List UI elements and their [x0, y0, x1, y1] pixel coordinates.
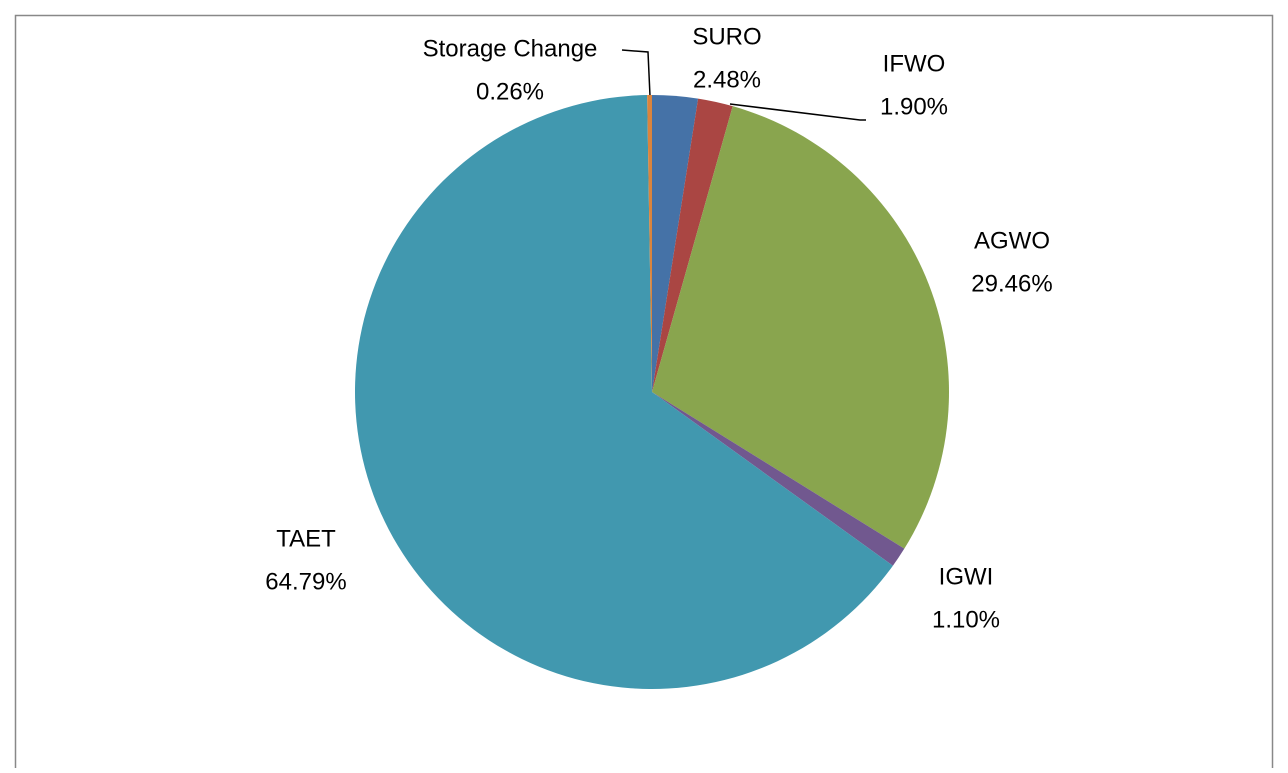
slice-label: AGWO	[974, 227, 1050, 254]
leader-line	[729, 103, 866, 121]
pie-slice	[652, 98, 733, 393]
pie-slice	[652, 106, 949, 549]
pie-slice	[652, 392, 905, 566]
slice-label: Storage Change	[423, 35, 598, 62]
slice-label: TAET	[276, 525, 336, 552]
slice-label: SURO	[692, 23, 761, 50]
slice-value-label: 0.26%	[476, 78, 544, 105]
slice-label: IFWO	[883, 50, 946, 77]
pie-slice	[647, 95, 652, 392]
slice-value-label: 29.46%	[971, 270, 1052, 297]
pie-slice	[652, 95, 699, 392]
pie-slice	[355, 95, 893, 690]
slice-value-label: 1.10%	[932, 606, 1000, 633]
slice-value-label: 1.90%	[880, 93, 948, 120]
slice-label: IGWI	[939, 563, 994, 590]
leader-line	[621, 49, 651, 97]
slice-value-label: 2.48%	[693, 66, 761, 93]
slice-value-label: 64.79%	[265, 568, 346, 595]
